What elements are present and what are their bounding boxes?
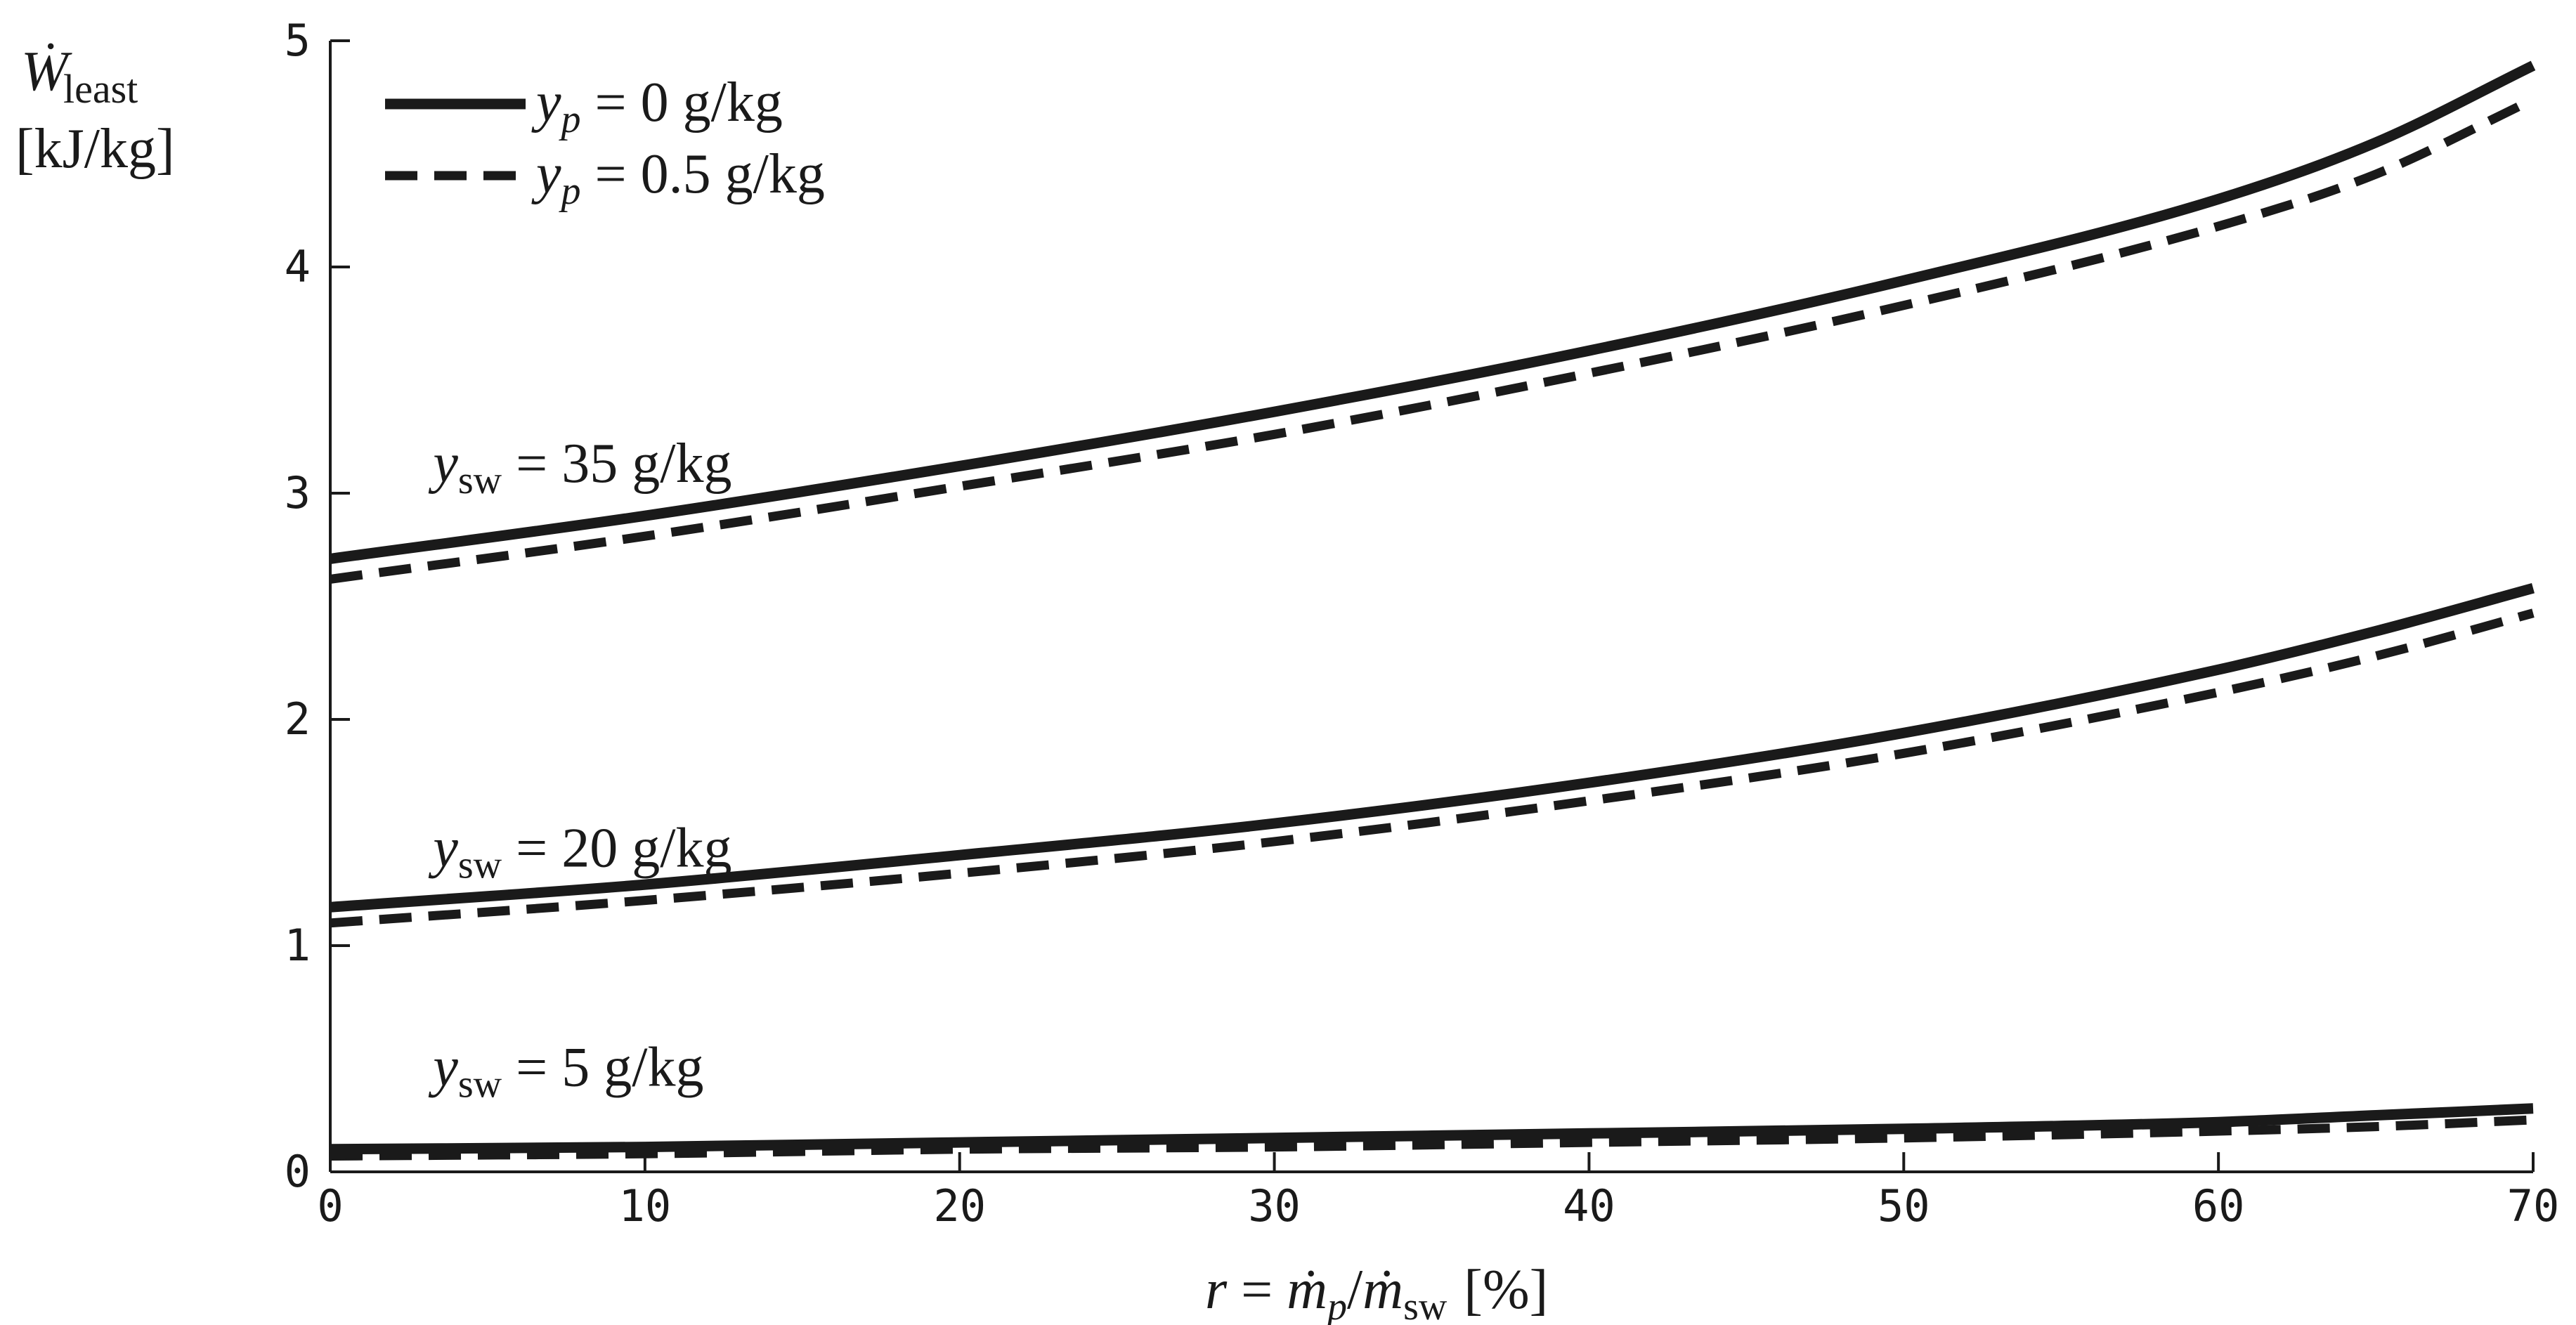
x-tick-label: 10: [619, 1180, 672, 1232]
series-line-solid-2: [330, 582, 2535, 913]
x-axis-label: r = ṁp/ṁsw [%]: [1205, 1259, 1548, 1325]
series-line-solid-0: [329, 60, 2536, 564]
y-axis-unit: [kJ/kg]: [15, 118, 175, 180]
series-curves: [329, 60, 2536, 1161]
y-axis-label: Ẇ least [kJ/kg]: [15, 41, 175, 180]
annotation-label-1: ysw = 20 g/kg: [428, 817, 731, 887]
annotation-label-2: ysw = 5 g/kg: [428, 1037, 703, 1107]
y-tick-label: 3: [285, 467, 311, 518]
x-tick-label: 30: [1248, 1180, 1301, 1232]
y-tick-label: 1: [285, 920, 311, 971]
y-tick-label: 2: [285, 693, 311, 745]
y-axis-subscript: least: [63, 66, 138, 112]
x-tick-label: 20: [933, 1180, 986, 1232]
legend-label-dashed: yp = 0.5 g/kg: [531, 143, 825, 213]
series-line-dashed-5: [330, 1115, 2534, 1161]
x-tick-label: 50: [1878, 1180, 1930, 1232]
x-tick-label: 70: [2507, 1180, 2560, 1232]
group-annotations: ysw = 35 g/kg ysw = 20 g/kg ysw = 5 g/kg: [428, 433, 731, 1107]
x-tick-label: 60: [2192, 1180, 2245, 1232]
y-tick-label: 4: [285, 241, 311, 292]
series-line-dashed-1: [330, 95, 2535, 584]
series-line-solid-4: [330, 1103, 2534, 1155]
y-axis-ticks: 0 1 2 3 4 5: [285, 15, 350, 1197]
plot-axes: [329, 41, 2533, 1173]
y-tick-label: 0: [285, 1146, 311, 1197]
y-axis-symbol: Ẇ: [21, 41, 72, 103]
y-tick-label: 5: [285, 15, 311, 66]
series-line-dashed-3: [330, 608, 2535, 928]
x-axis-ticks: 0 10 20 30 40 50 60 70: [317, 1152, 2559, 1232]
annotation-label-0: ysw = 35 g/kg: [428, 433, 731, 502]
x-tick-label: 0: [317, 1180, 343, 1232]
x-tick-label: 40: [1563, 1180, 1615, 1232]
legend-label-solid: yp = 0 g/kg: [531, 72, 783, 141]
